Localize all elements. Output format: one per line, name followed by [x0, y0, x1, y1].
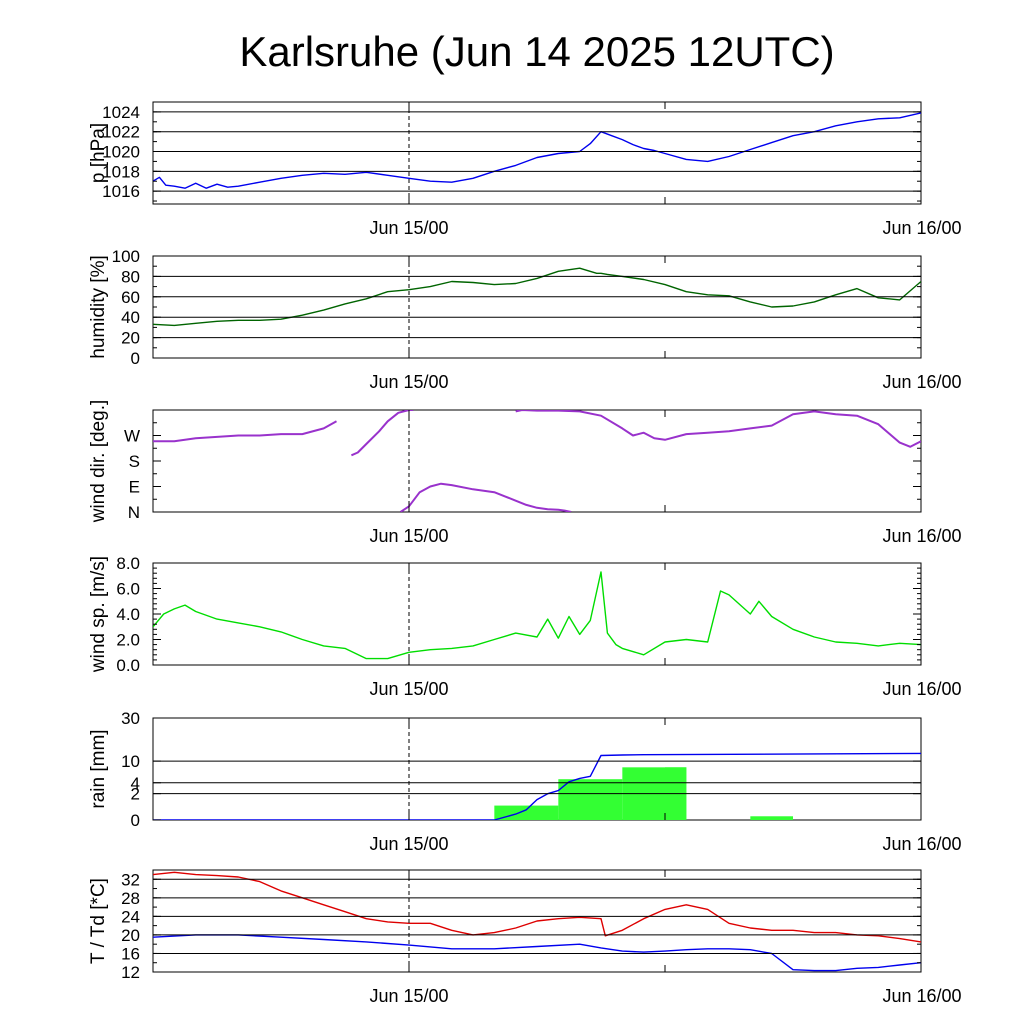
series-line-rain	[153, 752, 921, 820]
series-line-temperature	[153, 934, 921, 972]
plot-pressure: p [hPa]Jun 15/00 Jun 16/00101610181020102…	[88, 101, 962, 238]
ytick-label-temperature: 16	[121, 944, 140, 963]
xtick-label-jun16-rain: Jun 16/00	[882, 834, 961, 854]
frame-pressure	[152, 101, 922, 205]
ytick-label-wind_speed: 4.0	[116, 605, 140, 624]
ytick-label-humidity: 0	[131, 349, 140, 368]
xtick-label-jun16-pressure: Jun 16/00	[882, 218, 961, 238]
ytick-label-rain: 4	[131, 774, 140, 793]
xtick-label-jun16-temperature: Jun 16/00	[882, 986, 961, 1006]
frame-wind-speed	[152, 562, 922, 666]
xtick-label-jun15-rain: Jun 15/00	[369, 834, 448, 854]
chart-title: Karlsruhe (Jun 14 2025 12UTC)	[239, 28, 834, 75]
ytick-label-wind_speed: 0.0	[116, 656, 140, 675]
ytick-label-temperature: 20	[121, 926, 140, 945]
ytick-label-wind_speed: 2.0	[116, 631, 140, 650]
xtick-label-jun15-temperature: Jun 15/00	[369, 986, 448, 1006]
ylabel-wind-dir: wind dir. [deg.]	[88, 400, 109, 524]
plot-rain: rain [mm] Jun 15/00 Jun 16/00 0 24 10 30	[88, 709, 962, 854]
plot-wind-speed: wind sp. [m/s] Jun 15/00 Jun 16/00 0.0 2.0 4.…	[88, 554, 962, 699]
ylabel-pressure: p [hPa]	[88, 123, 109, 183]
ylabel-humidity: humidity [%]	[88, 255, 109, 358]
ytick-label-rain: 0	[131, 811, 140, 830]
xtick-label-jun15-humidity: Jun 15/00	[369, 372, 448, 392]
series-layer-pressure	[153, 112, 921, 189]
ytick-label-rain: 10	[121, 752, 140, 771]
ytick-label-wind_dir: N	[128, 503, 140, 522]
xtick-label-jun15-wind-dir: Jun 15/00	[369, 526, 448, 546]
ytick-label-humidity: 60	[121, 288, 140, 307]
rain-bar	[558, 779, 623, 820]
frame-humidity	[152, 255, 922, 359]
ytick-label-pressure: 1022	[102, 123, 140, 142]
ytick-label-humidity: 80	[121, 267, 140, 286]
ytick-label-wind_speed: 8.0	[116, 554, 140, 573]
plot-temperature: T / Td [*C] Jun 15/00 Jun 16/00 12162024283…	[88, 869, 962, 1006]
ytick-label-pressure: 1020	[102, 143, 140, 162]
xtick-label-jun15-pressure: Jun 15/00	[369, 218, 448, 238]
series-layer-wind_dir	[153, 410, 921, 512]
xtick-label-jun16-wind-dir: Jun 16/00	[882, 526, 961, 546]
ytick-label-humidity: 100	[112, 247, 140, 266]
ytick-label-pressure: 1016	[102, 182, 140, 201]
ytick-label-temperature: 32	[121, 870, 140, 889]
ylabel-wind-speed: wind sp. [m/s]	[88, 556, 109, 673]
frame-rain	[152, 717, 922, 821]
series-layer-wind_speed	[153, 571, 921, 660]
ylabel-temperature: T / Td [*C]	[88, 878, 109, 964]
ytick-label-wind_dir: E	[129, 478, 140, 497]
ylabel-rain: rain [mm]	[88, 729, 109, 808]
series-layer-humidity	[153, 267, 921, 327]
ytick-label-rain: 30	[121, 709, 140, 728]
frame-wind-dir	[152, 409, 922, 513]
series-line-temperature	[153, 871, 921, 943]
ytick-label-temperature: 12	[121, 963, 140, 982]
ytick-label-pressure: 1018	[102, 162, 140, 181]
xtick-label-jun16-humidity: Jun 16/00	[882, 372, 961, 392]
series-line-wind_dir	[350, 410, 414, 457]
ytick-label-temperature: 28	[121, 889, 140, 908]
ytick-label-humidity: 40	[121, 308, 140, 327]
rain-bar	[750, 816, 793, 820]
rain-bar	[494, 805, 559, 820]
series-line-wind_speed	[153, 571, 921, 660]
ytick-label-humidity: 20	[121, 329, 140, 348]
xtick-label-jun16-wind-speed: Jun 16/00	[882, 679, 961, 699]
series-line-wind_dir	[399, 482, 572, 512]
ytick-label-wind_dir: W	[124, 427, 140, 446]
series-line-humidity	[153, 267, 921, 327]
series-layer-temperature	[153, 871, 921, 972]
series-line-pressure	[153, 112, 921, 189]
ytick-label-pressure: 1024	[102, 103, 140, 122]
ytick-label-temperature: 24	[121, 907, 140, 926]
series-layer-rain	[153, 752, 921, 820]
xtick-label-jun15-wind-speed: Jun 15/00	[369, 679, 448, 699]
ytick-label-wind_dir: S	[129, 452, 140, 471]
ytick-label-rain: 2	[131, 785, 140, 804]
ytick-label-wind_speed: 6.0	[116, 580, 140, 599]
series-line-wind_dir	[153, 420, 337, 443]
series-line-wind_dir	[515, 410, 921, 448]
